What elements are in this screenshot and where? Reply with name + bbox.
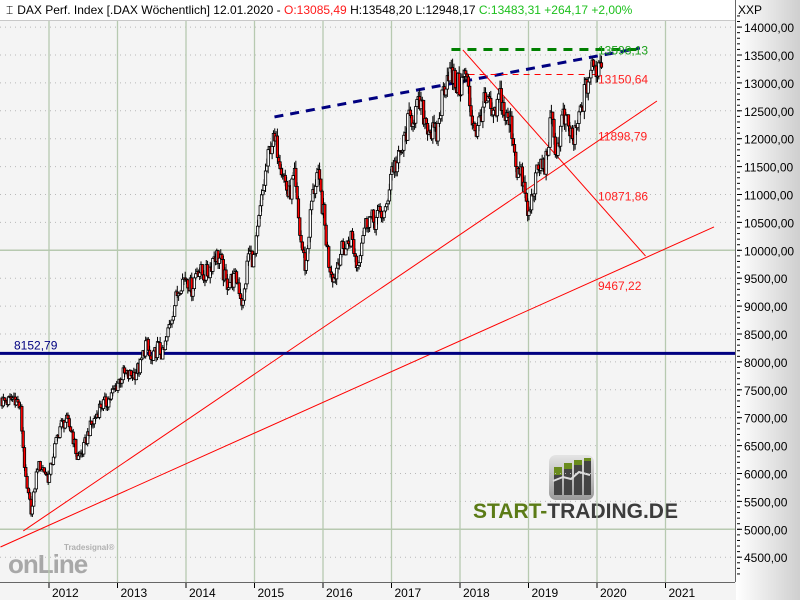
y-tick-label: 9000,00 <box>744 300 788 314</box>
candle-down <box>514 151 518 168</box>
candle-up <box>313 185 318 195</box>
low-value: L:12948,17 <box>415 3 476 17</box>
candle-down <box>296 198 301 219</box>
y-tick-label: 13500,00 <box>744 49 794 63</box>
axis-unit-label: XXP <box>738 3 762 17</box>
y-tick-label: 12000,00 <box>744 133 794 147</box>
online-text: onLine <box>8 549 88 579</box>
candle-down <box>25 475 29 489</box>
candle-up <box>310 200 314 211</box>
x-tick-label: 2021 <box>669 586 696 600</box>
candle-up <box>406 113 410 141</box>
candle-up <box>63 421 67 429</box>
y-tick-label: 5000,00 <box>744 523 788 537</box>
candle-up <box>290 178 294 200</box>
y-tick-label: 11500,00 <box>744 161 793 175</box>
y-tick-label: 6000,00 <box>744 468 788 482</box>
price-annotation: 10871,86 <box>598 190 648 204</box>
candle-down <box>523 181 527 194</box>
candle-up <box>254 235 258 254</box>
y-tick-label: 5500,00 <box>744 495 788 509</box>
y-tick-label: 13000,00 <box>744 77 794 91</box>
x-tick-label: 2015 <box>258 586 285 600</box>
candle-down <box>21 430 25 448</box>
y-tick-label: 10500,00 <box>744 216 794 230</box>
candle-up <box>586 81 590 94</box>
candlestick-icon: ⌶ <box>6 3 14 17</box>
candle-down <box>457 72 461 96</box>
candle-down <box>67 418 71 428</box>
y-tick-label: 9500,00 <box>744 272 788 286</box>
candle-up <box>361 235 365 244</box>
candle-up <box>171 315 175 321</box>
candle-up <box>138 359 142 374</box>
x-tick-label: 2016 <box>326 586 353 600</box>
candle-up <box>32 491 36 507</box>
candle-up <box>155 341 160 358</box>
y-tick-label: 8500,00 <box>744 328 788 342</box>
candle-up <box>266 149 270 167</box>
x-tick-label: 2020 <box>600 586 627 600</box>
chart-header: ⌶ DAX Perf. Index [.DAX Wöchentlich] 12.0… <box>0 0 735 21</box>
price-annotation: 9467,22 <box>598 279 642 293</box>
y-tick-label: 12500,00 <box>744 105 794 119</box>
x-tick-label: 2013 <box>121 586 148 600</box>
x-tick-label: 2018 <box>463 586 490 600</box>
y-tick-label: 6500,00 <box>744 440 788 454</box>
trend-line <box>23 100 658 532</box>
candle-down <box>74 439 78 455</box>
y-tick-label: 7500,00 <box>744 384 788 398</box>
chart-title: DAX Perf. Index [.DAX Wöchentlich] 12.01… <box>17 3 281 17</box>
candle-down <box>323 204 327 226</box>
candle-up <box>34 471 38 490</box>
y-tick-label: 11000,00 <box>744 189 793 203</box>
open-value: O:13085,49 <box>284 3 347 17</box>
x-tick-label: 2014 <box>189 586 216 600</box>
candle-down <box>512 144 517 153</box>
price-annotation: 13598,13 <box>598 44 648 58</box>
y-tick-label: 4500,00 <box>744 551 788 565</box>
start-trading-logo-icon <box>549 455 594 500</box>
y-tick-label: 10000,00 <box>744 244 794 258</box>
candle-down <box>317 169 322 180</box>
price-annotation: 11898,79 <box>598 129 647 143</box>
candle-down <box>327 246 331 268</box>
tradesignal-text: Tradesignal® <box>64 543 115 552</box>
plot-area <box>0 21 735 582</box>
time-axis-background <box>0 583 736 600</box>
candle-down <box>319 178 323 192</box>
candle-up <box>173 305 177 317</box>
logo-text-trading: TRADING.DE <box>547 500 678 523</box>
y-tick-label: 8000,00 <box>744 356 788 370</box>
candle-up <box>53 443 57 458</box>
x-tick-label: 2012 <box>52 586 79 600</box>
candle-up <box>291 175 295 180</box>
price-annotation: 13150,64 <box>598 72 648 86</box>
candle-down <box>299 234 303 243</box>
candle-down <box>453 69 457 89</box>
x-tick-label: 2017 <box>395 586 422 600</box>
candle-up <box>151 350 156 361</box>
close-value: C:13483,31 +264,17 +2,00% <box>478 3 633 17</box>
candle-down <box>158 342 162 355</box>
candle-up <box>547 146 551 156</box>
candle-up <box>30 505 34 515</box>
y-tick-label: 14000,00 <box>744 21 794 35</box>
trend-line <box>274 46 641 119</box>
candle-up <box>263 170 268 186</box>
price-axis-background <box>736 0 800 600</box>
support-line-label: 8152,79 <box>14 338 58 352</box>
high-value: H:13548,20 <box>350 3 413 17</box>
candle-up <box>360 242 364 257</box>
trend-line <box>0 226 715 548</box>
y-tick-label: 7000,00 <box>744 412 788 426</box>
candle-up <box>144 340 148 357</box>
candle-down <box>599 62 604 68</box>
x-tick-label: 2019 <box>532 586 559 600</box>
candle-up <box>440 89 444 117</box>
